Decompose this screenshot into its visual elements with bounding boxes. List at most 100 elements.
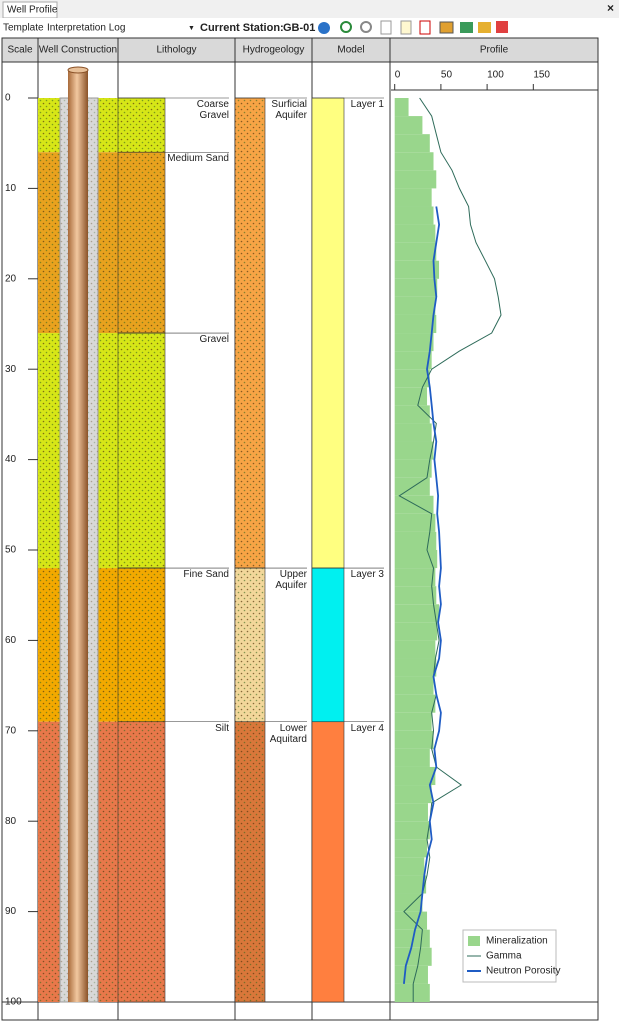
mineralization-bar: [394, 803, 428, 822]
mineralization-bar: [394, 947, 432, 966]
lithology-texture: [118, 152, 165, 334]
legend-swatch: [468, 936, 480, 946]
mineralization-bar: [394, 260, 440, 279]
profile-tick-label: 50: [441, 70, 453, 81]
mineralization-bar: [394, 766, 436, 786]
well-formation-texture: [98, 152, 118, 334]
template-select[interactable]: Interpretation Log: [47, 23, 125, 34]
icon[interactable]: [439, 21, 454, 34]
mineralization-bar: [394, 351, 432, 370]
model-layer: [311, 567, 345, 723]
icon[interactable]: [318, 22, 330, 34]
well-formation-texture: [38, 333, 60, 569]
icon[interactable]: [460, 22, 473, 33]
tab-label: Well Profile: [7, 5, 58, 16]
mineralization-bar: [394, 423, 432, 442]
mineralization-bar: [394, 441, 434, 460]
lithology-texture: [118, 721, 165, 1002]
mineralization-bar: [394, 531, 437, 550]
icon[interactable]: [380, 20, 392, 35]
mineralization-bar: [394, 893, 423, 912]
mineralization-bar: [394, 604, 440, 623]
lithology-label: Gravel: [199, 334, 229, 346]
mineralization-bar: [394, 188, 432, 207]
well-formation-texture: [38, 568, 60, 722]
mineralization-bar: [394, 730, 434, 749]
hydrogeology-texture: [235, 98, 265, 569]
icon[interactable]: [419, 20, 431, 35]
mineralization-bar: [394, 278, 438, 297]
profile-tick-label: 0: [395, 70, 401, 81]
column-header-label: Lithology: [156, 45, 196, 56]
mineralization-bar: [394, 676, 434, 695]
mineralization-bar: [394, 875, 427, 894]
hydrogeology-label: Upper Aquifer: [275, 569, 307, 592]
station-label: Current Station:: [200, 22, 284, 34]
well-formation-texture: [98, 721, 118, 1002]
casing: [68, 70, 88, 1002]
mineralization-bar: [394, 748, 430, 767]
well-formation-texture: [38, 152, 60, 334]
lithology-texture: [118, 98, 165, 153]
column-header-label: Scale: [7, 45, 32, 56]
mineralization-bar: [394, 839, 428, 858]
mineralization-bar: [394, 586, 437, 605]
hydrogeology-label: Lower Aquitard: [269, 722, 307, 745]
close-button[interactable]: ×: [607, 1, 614, 15]
casing-top: [67, 66, 89, 74]
depth-tick-label: 10: [5, 183, 17, 194]
mineralization-bar: [394, 152, 434, 171]
mineralization-bar: [394, 658, 437, 677]
depth-tick-label: 80: [5, 816, 17, 827]
well-formation-texture: [98, 568, 118, 722]
mineralization-bar: [394, 369, 430, 388]
depth-tick-label: 70: [5, 725, 17, 736]
well-formation-texture: [98, 333, 118, 569]
column-header: [1, 37, 39, 63]
mineralization-bar: [394, 640, 436, 659]
dropdown-arrow[interactable]: ▼: [188, 25, 195, 32]
depth-tick-label: 40: [5, 454, 17, 465]
icon[interactable]: [360, 21, 372, 33]
mineralization-bar: [394, 314, 437, 334]
mineralization-bar: [394, 785, 432, 804]
icon[interactable]: [400, 20, 412, 35]
profile-tick-label: 100: [487, 70, 504, 81]
mineralization-bar: [394, 116, 423, 135]
mineralization-bar: [394, 98, 409, 117]
legend-label: Neutron Porosity: [486, 966, 560, 977]
lithology-texture: [118, 568, 165, 722]
content: Scale Well Construction Lithology Hydrogeol…: [1, 37, 599, 1020]
mineralization-bar: [394, 405, 430, 424]
icon[interactable]: [340, 21, 352, 33]
lithology-texture: [118, 333, 165, 569]
mineralization-bar: [394, 550, 438, 569]
profile-line: [403, 206, 442, 984]
column-header: [234, 37, 313, 63]
depth-tick-label: 30: [5, 364, 17, 375]
mineralization-bar: [394, 513, 436, 532]
toolbar-icons: [318, 20, 508, 35]
model-label: Layer 4: [350, 722, 384, 734]
column-header-label: Hydrogeology: [243, 45, 305, 56]
icon[interactable]: [496, 21, 508, 33]
tab-strip: [0, 0, 619, 18]
lithology-label: Silt: [215, 722, 229, 734]
icon[interactable]: [478, 22, 491, 33]
depth-tick-label: 60: [5, 635, 17, 646]
mineralization-bar: [394, 206, 434, 225]
well-formation-texture: [38, 721, 60, 1002]
mineralization-bar: [394, 694, 436, 713]
mineralization-bar: [394, 170, 437, 189]
mineralization-bar: [394, 965, 428, 984]
column-header: [117, 37, 236, 63]
well-formation-texture: [38, 98, 60, 153]
mineralization-bar: [394, 333, 434, 352]
column-header-label: Well Construction: [39, 45, 117, 56]
mineralization-bar: [394, 821, 430, 840]
mineralization-bar: [394, 568, 436, 587]
legend-label: Mineralization: [486, 936, 548, 947]
model-label: Layer 3: [350, 569, 384, 581]
depth-tick-label: 20: [5, 273, 17, 284]
